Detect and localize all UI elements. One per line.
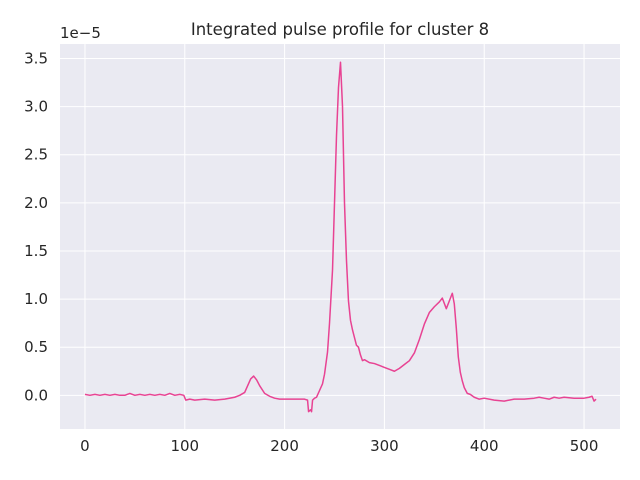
x-tick-label: 0	[80, 437, 90, 455]
y-tick-label: 0.5	[24, 338, 48, 356]
series-layer	[84, 61, 597, 413]
x-tick-label: 400	[470, 437, 499, 455]
x-tick-label: 500	[570, 437, 599, 455]
chart-title: Integrated pulse profile for cluster 8	[191, 20, 489, 39]
y-tick-label: 1.5	[24, 242, 48, 260]
y-tick-label: 3.5	[24, 49, 48, 67]
y-tick-label: 1.0	[24, 290, 48, 308]
y-tick-label: 2.5	[24, 146, 48, 164]
grid	[60, 44, 620, 429]
plot-area	[60, 44, 620, 429]
y-axis-ticks: 0.0 0.5 1.0 1.5 2.0 2.5 3.0 3.5	[24, 49, 48, 404]
y-tick-label: 3.0	[24, 98, 48, 116]
x-tick-label: 300	[370, 437, 399, 455]
y-offset-label: 1e−5	[60, 24, 101, 42]
y-tick-label: 2.0	[24, 194, 48, 212]
series-line-0	[84, 61, 597, 413]
y-tick-label: 0.0	[24, 386, 48, 404]
x-axis-ticks: 0 100 200 300 400 500	[80, 437, 598, 455]
x-tick-label: 200	[270, 437, 299, 455]
x-tick-label: 100	[170, 437, 199, 455]
